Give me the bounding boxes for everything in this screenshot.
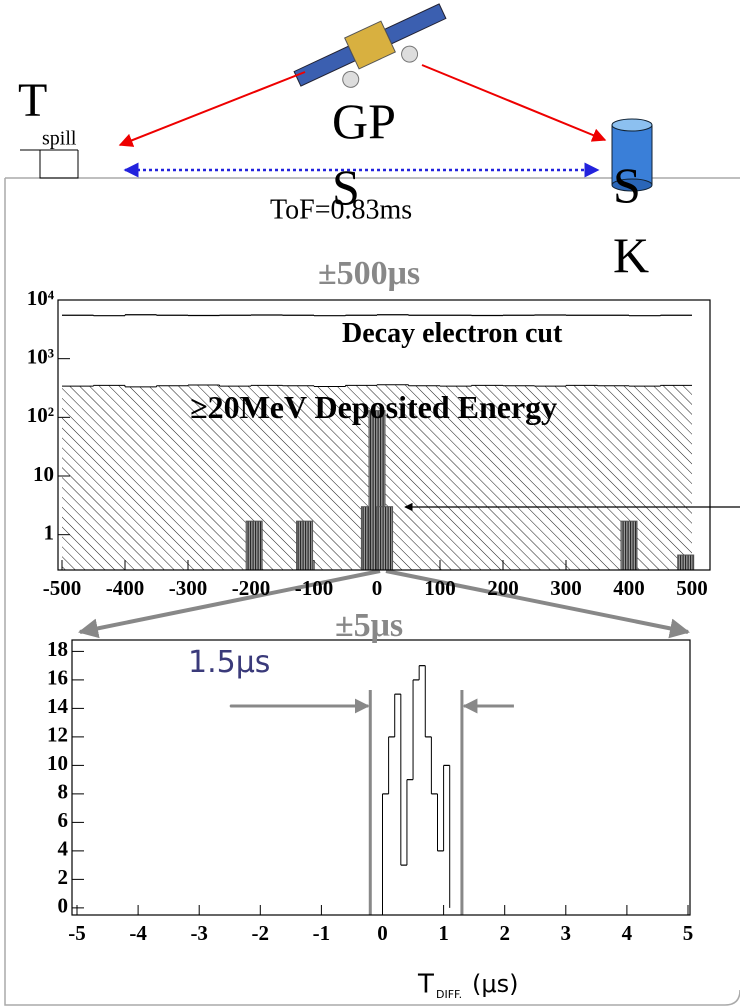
x-tick-label: 1 (438, 921, 449, 945)
plot-frame (57, 299, 711, 571)
x-tick-label: -3 (190, 921, 208, 945)
arrow (118, 71, 306, 147)
hatched-bin (62, 386, 94, 570)
event-bar (677, 554, 695, 571)
hatched-bin (408, 385, 440, 570)
sk-tank (611, 118, 653, 192)
zoom-arrow (78, 569, 381, 639)
y-tick-label: 12 (47, 723, 68, 747)
x-tick-label: 400 (613, 576, 645, 600)
y-tick-label: 2 (58, 865, 69, 889)
x-tick-label: 0 (377, 921, 388, 945)
x-axis-label: T (417, 970, 434, 1000)
hatched-bin (440, 386, 472, 570)
hatched-bin (503, 385, 535, 570)
x-tick-label: -2 (252, 921, 270, 945)
satellite-icon (293, 3, 447, 88)
x-axis-label-sub: DIFF. (436, 988, 462, 1001)
spill-box (20, 149, 79, 179)
y-tick-label: 4 (58, 837, 69, 861)
arrow (421, 64, 607, 142)
y-tick-label: 14 (47, 694, 69, 718)
gps-label: GPS (332, 93, 396, 215)
y-tick-label: 10⁴ (27, 286, 55, 310)
hatched-bin (93, 385, 125, 570)
x-tick-label: -4 (129, 921, 147, 945)
annotation: Decay electron cut (342, 318, 563, 349)
y-tick-label: 10³ (27, 344, 54, 368)
y-tick-label: 0 (58, 894, 69, 918)
x-tick-label: 0 (372, 576, 383, 600)
hatched-bin (660, 385, 692, 570)
zoom-arrow (385, 569, 690, 639)
x-tick-label: -100 (295, 576, 334, 600)
t-subscript: spill (42, 128, 77, 150)
event-bar (620, 520, 638, 571)
x-tick-label: -300 (169, 576, 208, 600)
y-tick-label: 1 (44, 520, 55, 544)
x-tick-label: -5 (68, 921, 86, 945)
y-tick-label: 8 (58, 780, 69, 804)
y-tick-label: 6 (58, 808, 69, 832)
hatched-bin (566, 385, 598, 570)
annotation: 1.5μs (188, 645, 271, 680)
x-tick-label: 2 (499, 921, 510, 945)
y-tick-label: 10² (27, 403, 54, 427)
hatched-bin (314, 386, 346, 570)
event-bar (376, 506, 394, 571)
tof-label: ToF=0.83ms (270, 194, 412, 225)
x-tick-label: 300 (550, 576, 582, 600)
x-tick-label: 5 (683, 921, 694, 945)
hatched-bin (125, 386, 157, 570)
x-tick-label: 500 (676, 576, 708, 600)
t-label: T (18, 74, 47, 127)
x-tick-label: -400 (106, 576, 145, 600)
x-tick-label: 200 (487, 576, 519, 600)
window-upper: ±500μs (318, 255, 421, 292)
x-tick-label: -500 (43, 576, 82, 600)
sk-label: SK (613, 157, 650, 283)
y-tick-label: 10 (47, 751, 68, 775)
y-tick-label: 16 (47, 666, 68, 690)
x-tick-label: 100 (424, 576, 456, 600)
window-lower: ±5μs (335, 607, 404, 644)
hatched-bin (188, 385, 220, 570)
x-tick-label: 4 (622, 921, 633, 945)
y-tick-label: 18 (47, 637, 68, 661)
y-tick-label: 10 (33, 462, 54, 486)
x-tick-label: -200 (232, 576, 271, 600)
hatched-bin (471, 385, 503, 570)
x-tick-label: -1 (313, 921, 331, 945)
x-tick-label: 3 (561, 921, 572, 945)
plot-frame (71, 639, 691, 916)
annotation: ≥20MeV Deposited Energy (190, 389, 558, 425)
event-bar (245, 520, 263, 571)
x-axis-label-unit: (μs) (472, 970, 519, 998)
hatched-bin (156, 385, 188, 570)
hatched-bin (534, 386, 566, 570)
event-bar (296, 520, 314, 571)
